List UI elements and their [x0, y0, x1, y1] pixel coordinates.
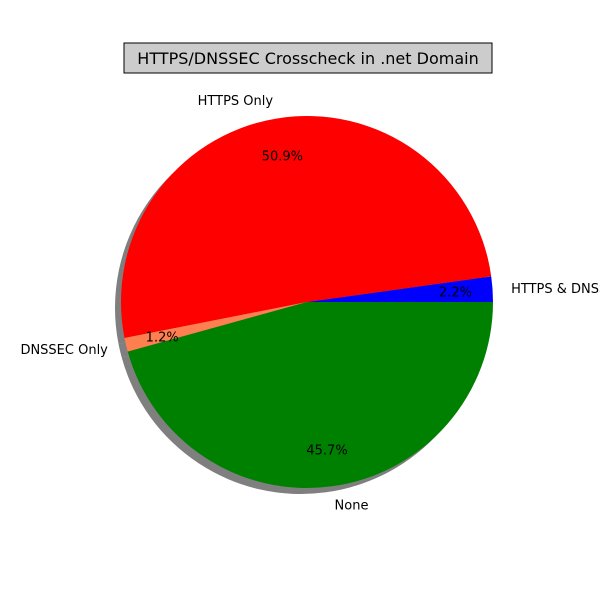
- chart-title-box: [123, 42, 493, 74]
- percent-label-none: 45.7%: [306, 443, 347, 458]
- pie-slice-dnssec-only: [124, 302, 307, 352]
- pie-slice-https-only: [120, 115, 492, 339]
- pie-slices: [120, 115, 494, 489]
- percent-label-https-dnssec: 2.2%: [439, 286, 472, 301]
- slice-label-none: None: [335, 499, 369, 514]
- percent-label-https-only: 50.9%: [262, 149, 303, 164]
- slice-label-https-only: HTTPS Only: [198, 94, 274, 109]
- pie-slice-none: [127, 302, 494, 489]
- pie-labels: HTTPS & DNSSEC 2.2% HTTPS Only 50.9% DNSSEC …: [20, 94, 600, 514]
- chart-title-text: HTTPS/DNSSEC Crosscheck in .net Domain: [137, 49, 478, 68]
- slice-label-https-dnssec: HTTPS & DNSSEC: [511, 282, 600, 297]
- chart-title: HTTPS/DNSSEC Crosscheck in .net Domain: [123, 42, 493, 74]
- pie-slice-https-dnssec: [307, 276, 493, 302]
- percent-label-dnssec-only: 1.2%: [146, 330, 179, 345]
- slice-label-dnssec-only: DNSSEC Only: [20, 343, 108, 358]
